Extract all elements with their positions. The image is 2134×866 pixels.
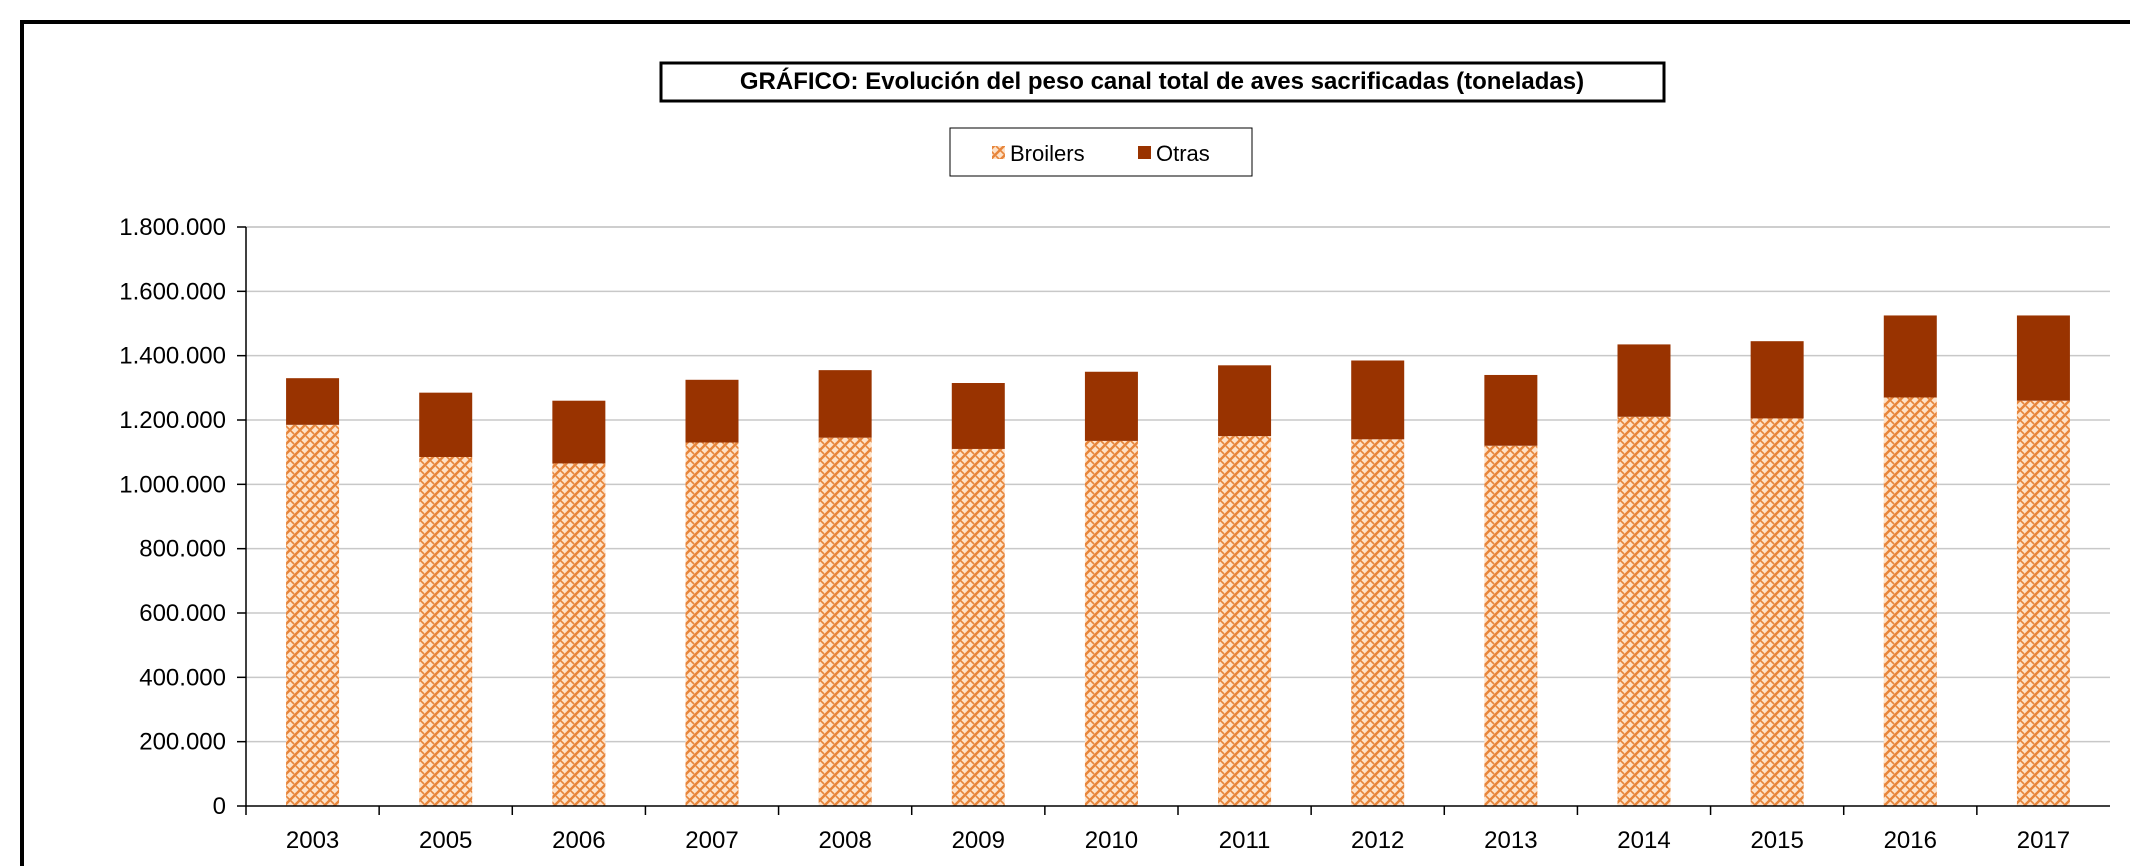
bar-otras-2014: [1617, 344, 1671, 417]
bar-otras-2008: [818, 370, 872, 438]
legend: Broilers Otras: [949, 127, 1253, 177]
y-tick-label: 400.000: [139, 664, 226, 691]
y-tick-label: 1.400.000: [119, 343, 226, 370]
x-tick-label: 2010: [1085, 827, 1138, 854]
bar-broilers-2005: [419, 456, 473, 806]
bar-broilers-2013: [1484, 445, 1538, 806]
y-tick-label: 600.000: [139, 600, 226, 627]
bar-otras-2006: [552, 400, 606, 464]
bar-broilers-2012: [1351, 439, 1405, 806]
bar-broilers-2003: [286, 424, 340, 806]
bar-otras-2010: [1084, 371, 1138, 441]
bar-broilers-2007: [685, 442, 739, 806]
y-tick-label: 1.800.000: [119, 214, 226, 241]
y-tick-label: 1.600.000: [119, 278, 226, 305]
bar-broilers-2010: [1084, 440, 1138, 806]
x-tick-label: 2016: [1884, 827, 1937, 854]
x-tick-label: 2017: [2017, 827, 2070, 854]
y-tick-label: 200.000: [139, 729, 226, 756]
bar-broilers-2009: [951, 448, 1005, 806]
bar-otras-2012: [1351, 360, 1405, 440]
bar-otras-2009: [951, 383, 1005, 449]
bar-otras-2007: [685, 379, 739, 443]
x-tick-label: 2011: [1219, 827, 1271, 854]
bars: [286, 315, 2070, 806]
x-tick-label: 2007: [685, 827, 738, 854]
x-tick-label: 2015: [1750, 827, 1803, 854]
axes: 0 200.000 400.000 600.000 800.000 1.000.000 1.…: [119, 214, 2110, 854]
legend-swatch-broilers: [992, 146, 1005, 159]
bar-broilers-2008: [818, 437, 872, 806]
bar-otras-2017: [2016, 315, 2070, 401]
x-tick-label: 2006: [552, 827, 605, 854]
bar-otras-2005: [419, 392, 473, 457]
chart-title-box: [659, 61, 1666, 103]
legend-label-otras: Otras: [1156, 141, 1210, 166]
y-tick-label: 1.200.000: [119, 407, 226, 434]
bar-otras-2016: [1883, 315, 1937, 398]
legend-label-broilers: Broilers: [1010, 141, 1085, 166]
x-tick-label: 2003: [286, 827, 339, 854]
legend-swatch-otras: [1138, 146, 1151, 159]
chart-title: GRÁFICO: Evolución del peso canal total …: [740, 67, 1584, 95]
bar-broilers-2014: [1617, 416, 1671, 806]
x-tick-label: 2012: [1351, 827, 1404, 854]
bar-otras-2011: [1218, 365, 1272, 437]
bar-otras-2015: [1750, 341, 1804, 419]
y-tick-label: 800.000: [139, 536, 226, 563]
bar-otras-2013: [1484, 374, 1538, 446]
bar-broilers-2016: [1883, 397, 1937, 806]
bar-otras-2003: [286, 378, 340, 425]
y-tick-label: 0: [213, 793, 226, 820]
x-tick-label: 2008: [818, 827, 871, 854]
bar-broilers-2011: [1218, 436, 1272, 806]
x-tick-label: 2014: [1617, 827, 1670, 854]
y-tick-label: 1.000.000: [119, 471, 226, 498]
x-tick-label: 2005: [419, 827, 472, 854]
bar-broilers-2006: [552, 463, 606, 806]
bar-broilers-2017: [2016, 400, 2070, 806]
x-tick-label: 2013: [1484, 827, 1537, 854]
x-tick-label: 2009: [952, 827, 1005, 854]
bar-broilers-2015: [1750, 418, 1804, 806]
grid-lines: [246, 226, 2110, 743]
